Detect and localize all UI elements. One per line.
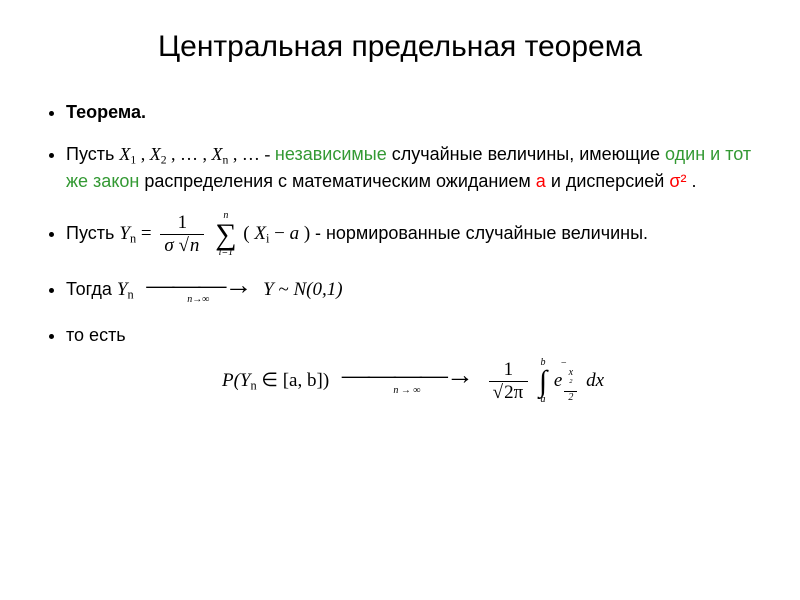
bullet-theorem: Теорема. bbox=[66, 100, 760, 124]
in-symbol: ∈ bbox=[261, 370, 282, 391]
sub: n bbox=[127, 288, 133, 302]
p-open: P( bbox=[222, 370, 240, 391]
tilde: ~ bbox=[278, 279, 293, 300]
int-sign: ∫ bbox=[539, 368, 547, 395]
var-xn: X bbox=[212, 144, 223, 164]
arrow-icon: ————→ bbox=[342, 366, 472, 386]
text: распределения с математическим ожиданием bbox=[144, 171, 535, 191]
sub: 1 bbox=[130, 154, 136, 167]
numerator: 1 bbox=[489, 360, 529, 381]
sep: , bbox=[203, 144, 212, 164]
var-x2: X bbox=[150, 144, 161, 164]
denominator: √2π bbox=[489, 381, 529, 403]
paren-close: ) bbox=[304, 223, 310, 244]
slide: Центральная предельная теорема Теорема. … bbox=[0, 0, 800, 600]
sep: , bbox=[141, 144, 150, 164]
highlight-var-sigma2: σ² bbox=[669, 171, 686, 191]
minus: − bbox=[274, 223, 289, 244]
var-x1: X bbox=[119, 144, 130, 164]
arrow-limit: ————→ n → ∞ bbox=[342, 366, 472, 396]
denominator: σ √n bbox=[160, 234, 204, 256]
exp-den: 2 bbox=[564, 391, 577, 404]
sub: i bbox=[266, 231, 269, 245]
exp-num: x2 bbox=[564, 368, 577, 391]
sub: n bbox=[223, 154, 229, 167]
formula-convergence: Yn ———→ n→∞ Y ~ N(0,1) bbox=[117, 279, 343, 300]
sqrt-arg: 2π bbox=[503, 381, 524, 403]
var-yn: Y bbox=[117, 279, 128, 300]
var-xi: X bbox=[254, 223, 266, 244]
bullet-list: Теорема. Пусть X1 , X2 , … , Xn , … - не… bbox=[40, 100, 760, 405]
arrow-limit: ———→ n→∞ bbox=[146, 276, 250, 306]
fraction-1-over-sigma-sqrt-n: 1 σ √n bbox=[160, 213, 204, 256]
sq: 2 bbox=[569, 378, 572, 385]
text: то есть bbox=[66, 325, 126, 345]
normal-dist: N(0,1) bbox=[293, 279, 342, 300]
numerator: 1 bbox=[160, 213, 204, 234]
highlight-mean-a: a bbox=[536, 171, 546, 191]
integral: b ∫ a bbox=[539, 358, 547, 405]
sqrt-sign: √ bbox=[493, 382, 503, 403]
bullet-that-is: то есть P(Yn ∈ [a, b]) ————→ n → ∞ 1 √2π… bbox=[66, 323, 760, 404]
text: Пусть bbox=[66, 144, 119, 164]
sum-sign: ∑ bbox=[215, 221, 236, 248]
sub: n bbox=[130, 231, 136, 245]
text: случайные величины, имеющие bbox=[392, 144, 665, 164]
sep: , bbox=[171, 144, 180, 164]
trail: , … - bbox=[233, 144, 275, 164]
bullet-setup: Пусть X1 , X2 , … , Xn , … - независимые… bbox=[66, 142, 760, 193]
exp-neg-x2-over-2: − x2 2 bbox=[560, 359, 581, 403]
sigma: σ bbox=[164, 235, 173, 256]
math-seq: X1 , X2 , … , Xn , … - bbox=[119, 144, 275, 164]
text: Пусть bbox=[66, 223, 119, 243]
paren-open: ( bbox=[243, 223, 249, 244]
text: . bbox=[691, 171, 696, 191]
var-y: Y bbox=[263, 279, 274, 300]
text: Тогда bbox=[66, 279, 117, 299]
slide-title: Центральная предельная теорема bbox=[40, 30, 760, 64]
text: и дисперсией bbox=[551, 171, 670, 191]
var-a: a bbox=[290, 223, 300, 244]
var-yn: Y bbox=[240, 370, 251, 391]
theorem-label: Теорема. bbox=[66, 102, 146, 122]
p-close: ) bbox=[323, 370, 329, 391]
arrow-icon: ———→ bbox=[146, 276, 250, 296]
exp-fraction: x2 2 bbox=[564, 368, 577, 403]
formula-probability-limit: P(Yn ∈ [a, b]) ————→ n → ∞ 1 √2π b ∫ a bbox=[66, 358, 760, 405]
sqrt-sign: √ bbox=[178, 235, 188, 256]
sub: n bbox=[250, 378, 256, 392]
bullet-define-yn: Пусть Yn = 1 σ √n n ∑ i=1 ( Xi bbox=[66, 211, 760, 258]
formula-yn-def: Yn = 1 σ √n n ∑ i=1 ( Xi − a bbox=[119, 223, 315, 244]
dx: dx bbox=[586, 370, 604, 391]
highlight-independent: независимые bbox=[275, 144, 387, 164]
interval-ab: [a, b] bbox=[283, 370, 323, 391]
text: - нормированные случайные величины. bbox=[315, 223, 648, 243]
bullet-then: Тогда Yn ———→ n→∞ Y ~ N(0,1) bbox=[66, 276, 760, 306]
dots: … bbox=[180, 144, 203, 164]
fraction-1-over-sqrt2pi: 1 √2π bbox=[489, 360, 529, 403]
var-yn: Y bbox=[119, 223, 130, 244]
summation: n ∑ i=1 bbox=[215, 211, 236, 258]
equals: = bbox=[141, 223, 156, 244]
sqrt-arg: n bbox=[189, 234, 201, 256]
sub: 2 bbox=[161, 154, 167, 167]
